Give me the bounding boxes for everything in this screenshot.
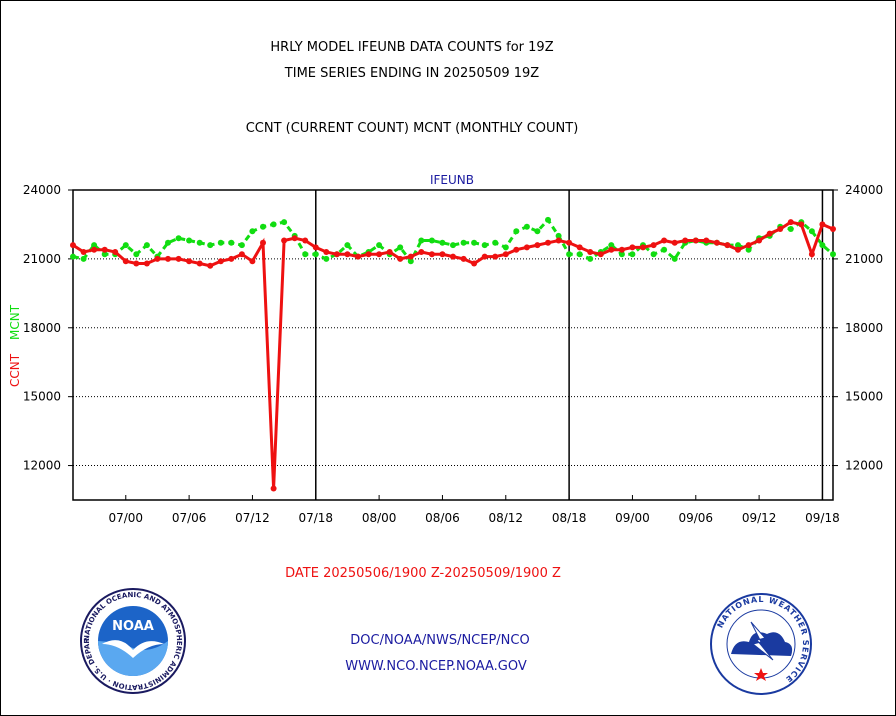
chart-title-line-2: TIME SERIES ENDING IN 20250509 19Z: [284, 66, 540, 81]
org-path-label: DOC/NOAA/NWS/NCEP/NCO: [350, 633, 530, 648]
website-link[interactable]: WWW.NCO.NCEP.NOAA.GOV: [345, 659, 527, 674]
noaa-logo-text: NOAA: [112, 619, 154, 634]
chart-title-line-1: HRLY MODEL IFEUNB DATA COUNTS for 19Z: [270, 40, 554, 55]
chart-subtitle: CCNT (CURRENT COUNT) MCNT (MONTHLY COUNT…: [245, 121, 579, 136]
nws-logo: NATIONAL WEATHER SERVICE: [710, 593, 812, 695]
date-range-label: DATE 20250506/1900 Z-20250509/1900 Z: [285, 566, 561, 581]
noaa-logo: NATIONAL OCEANIC AND ATMOSPHERIC ADMINIS…: [78, 586, 186, 694]
